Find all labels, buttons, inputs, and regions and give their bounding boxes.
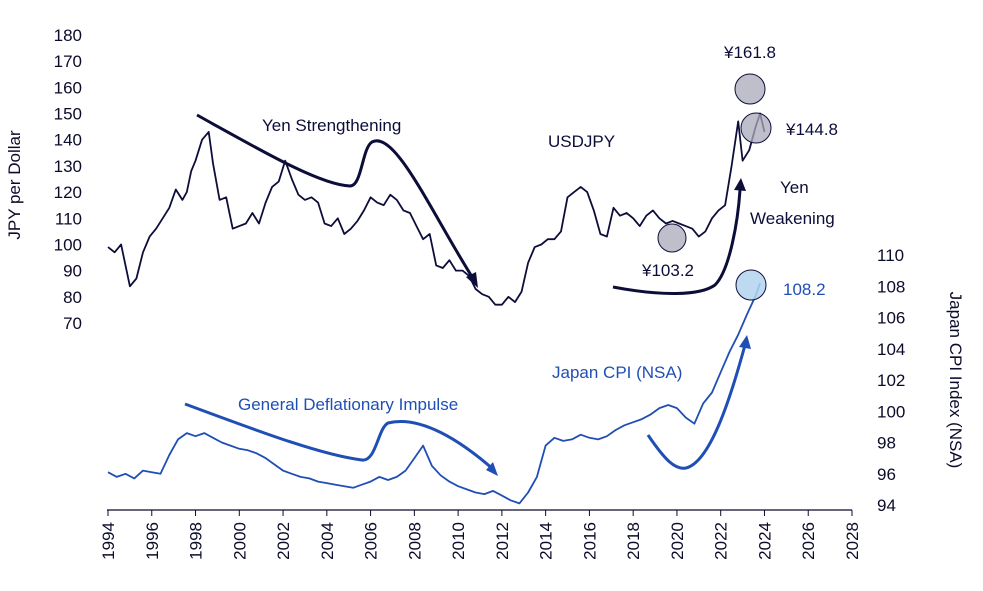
x-tick-label: 2008 bbox=[405, 522, 424, 560]
x-tick-label: 1996 bbox=[143, 522, 162, 560]
right-tick-label: 104 bbox=[877, 340, 905, 359]
right-tick-label: 102 bbox=[877, 371, 905, 390]
right-tick-label: 100 bbox=[877, 402, 905, 421]
x-tick-label: 2020 bbox=[668, 522, 687, 560]
x-tick-label: 2024 bbox=[755, 522, 774, 560]
label-usdjpy: USDJPY bbox=[548, 132, 615, 151]
label-yen-weakening-2: Weakening bbox=[750, 209, 835, 228]
left-tick-label: 70 bbox=[63, 314, 82, 333]
label-yen-strengthening: Yen Strengthening bbox=[262, 116, 401, 135]
label-yen-weakening-1: Yen bbox=[780, 178, 809, 197]
x-tick-label: 2002 bbox=[274, 522, 293, 560]
left-tick-label: 90 bbox=[63, 262, 82, 281]
x-tick-label: 2018 bbox=[624, 522, 643, 560]
x-tick-label: 2012 bbox=[493, 522, 512, 560]
label-cpi-latest: 108.2 bbox=[783, 280, 826, 299]
right-tick-label: 106 bbox=[877, 309, 905, 328]
right-tick-label: 110 bbox=[877, 246, 904, 265]
left-tick-label: 180 bbox=[54, 26, 82, 45]
x-tick-label: 1998 bbox=[187, 522, 206, 560]
left-tick-label: 140 bbox=[54, 131, 82, 150]
right-tick-label: 108 bbox=[877, 277, 905, 296]
right-tick-label: 94 bbox=[877, 496, 896, 515]
left-tick-label: 160 bbox=[54, 78, 82, 97]
right-tick-label: 96 bbox=[877, 465, 896, 484]
left-tick-label: 80 bbox=[63, 288, 82, 307]
usdjpy-series-line bbox=[107, 112, 766, 306]
marker-circle-cpi-latest bbox=[735, 269, 767, 301]
right-tick-label: 98 bbox=[877, 434, 896, 453]
x-tick-label: 2004 bbox=[318, 522, 337, 560]
left-axis-title: JPY per Dollar bbox=[5, 130, 24, 240]
x-tick-label: 2026 bbox=[799, 522, 818, 560]
marker-circle-2023-peak bbox=[734, 73, 766, 105]
x-tick-label: 2000 bbox=[230, 522, 249, 560]
left-tick-label: 170 bbox=[54, 52, 82, 71]
x-tick-label: 2006 bbox=[362, 522, 381, 560]
label-latest-2023: ¥144.8 bbox=[785, 120, 838, 139]
label-cpi: Japan CPI (NSA) bbox=[552, 363, 682, 382]
right-axis-title: Japan CPI Index (NSA) bbox=[946, 292, 965, 469]
marker-circle-2020-low bbox=[657, 223, 687, 253]
x-tick-label: 2016 bbox=[580, 522, 599, 560]
label-general-deflationary: General Deflationary Impulse bbox=[238, 395, 458, 414]
marker-circle-2023-latest bbox=[740, 112, 772, 144]
left-tick-label: 150 bbox=[54, 105, 82, 124]
x-tick-label: 2010 bbox=[449, 522, 468, 560]
x-tick-label: 2014 bbox=[537, 522, 556, 560]
left-axis-ticks: 70 80 90 100 110 120 130 140 150 160 170 180 bbox=[54, 26, 82, 333]
arrow-general-deflationary bbox=[184, 402, 498, 476]
right-axis-ticks: 94 96 98 100 102 104 106 108 110 bbox=[877, 246, 905, 515]
left-tick-label: 110 bbox=[55, 209, 82, 228]
arrow-yen-strengthening bbox=[196, 113, 478, 288]
label-peak-2023: ¥161.8 bbox=[723, 43, 776, 62]
arrow-cpi-rise bbox=[646, 335, 751, 470]
x-tick-label: 2022 bbox=[712, 522, 731, 560]
left-tick-label: 120 bbox=[54, 183, 82, 202]
left-tick-label: 100 bbox=[54, 235, 82, 254]
left-tick-label: 130 bbox=[54, 157, 82, 176]
arrow-yen-weakening bbox=[612, 178, 746, 296]
label-low-2020: ¥103.2 bbox=[641, 261, 694, 280]
x-tick-label: 2028 bbox=[843, 522, 862, 560]
x-axis-ticks: 1994 1996 1998 2000 2002 2004 2006 2008 2010 2012… bbox=[99, 510, 862, 560]
cpi-series-line bbox=[107, 282, 761, 505]
x-tick-label: 1994 bbox=[99, 522, 118, 560]
